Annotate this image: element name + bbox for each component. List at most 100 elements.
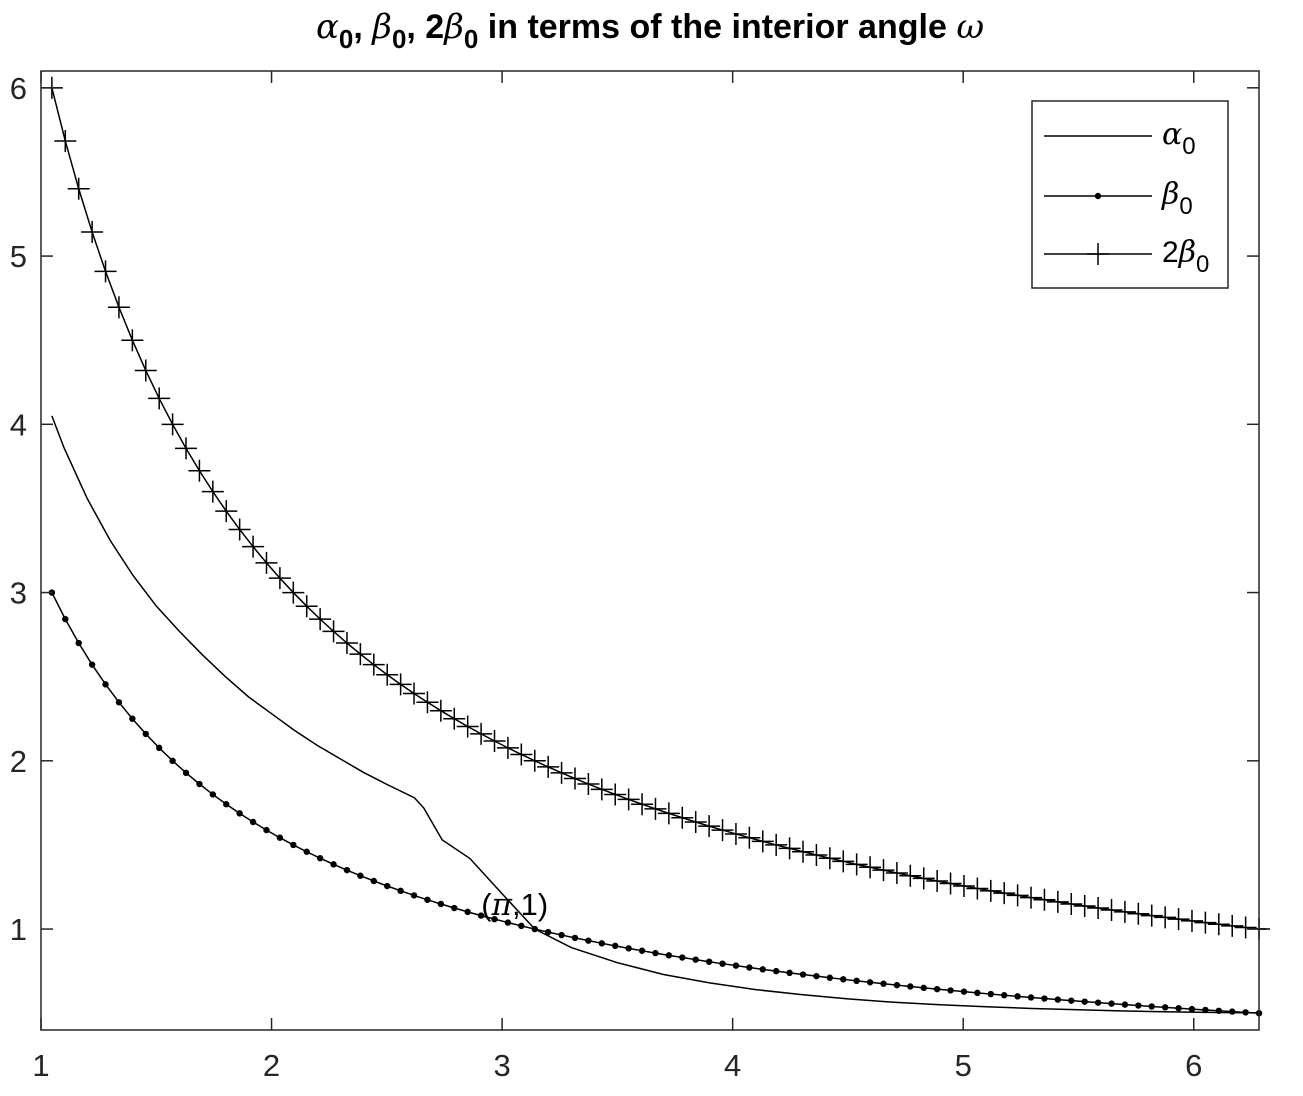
two-beta0-marker: [738, 826, 761, 849]
beta0-marker: [1094, 999, 1102, 1006]
two-beta0-marker: [792, 840, 815, 863]
chart-title: α0​, β0​, 2β0​ in terms of the interior …: [316, 7, 984, 54]
y-tick-label: 3: [10, 576, 27, 611]
two-beta0-marker: [724, 822, 747, 845]
beta0-marker: [920, 984, 927, 992]
two-beta0-marker: [563, 767, 586, 790]
beta0-marker: [330, 861, 337, 868]
beta0-marker: [638, 947, 646, 954]
beta0-marker: [1161, 1004, 1169, 1011]
two-beta0-marker: [483, 730, 506, 753]
two-beta0-marker: [443, 707, 466, 730]
two-beta0-marker: [121, 329, 144, 352]
two-beta0-marker: [403, 682, 426, 705]
beta0-marker: [1135, 1002, 1142, 1009]
two-beta0-marker: [926, 869, 949, 892]
two-beta0-marker: [1234, 916, 1257, 939]
beta0-marker: [290, 841, 297, 849]
beta0-marker: [1027, 994, 1035, 1001]
beta0-marker: [1188, 1005, 1196, 1013]
beta0-marker: [866, 979, 874, 986]
beta0-marker: [115, 699, 123, 706]
y-tick-label: 5: [10, 239, 27, 274]
beta0-marker: [236, 810, 243, 817]
beta0-marker: [813, 972, 820, 980]
beta0-marker: [1108, 1000, 1115, 1007]
legend-dot-marker: [1094, 192, 1102, 200]
two-beta0-marker: [832, 850, 855, 873]
y-tick-label: 4: [10, 407, 27, 442]
legend-label: β0​: [1161, 177, 1193, 220]
two-beta0-marker: [859, 856, 882, 879]
beta0-marker: [826, 974, 834, 981]
beta0-marker: [1121, 1001, 1129, 1008]
beta0-marker: [1202, 1006, 1209, 1014]
beta0-marker: [1148, 1003, 1155, 1010]
beta0-marker: [1068, 997, 1075, 1004]
two-beta0-marker: [1180, 909, 1203, 932]
beta0-marker: [384, 882, 391, 890]
two-beta0-marker: [510, 743, 533, 766]
beta0-marker: [102, 681, 109, 688]
beta0-marker: [585, 937, 592, 944]
two-beta0-marker: [1167, 908, 1190, 931]
y-tick-label: 2: [10, 744, 27, 779]
beta0-marker: [182, 769, 190, 777]
beta0-marker: [719, 960, 726, 967]
beta0-marker: [853, 977, 860, 985]
two-beta0-marker: [1073, 895, 1096, 918]
beta0-marker: [370, 877, 377, 885]
beta0-marker: [155, 744, 163, 752]
beta0-marker: [840, 976, 847, 983]
beta0-marker: [531, 925, 538, 933]
two-beta0-marker: [604, 783, 627, 806]
two-beta0-marker: [201, 480, 224, 503]
beta0-marker: [142, 730, 149, 738]
y-tick-label: 1: [10, 912, 27, 947]
beta0-marker: [598, 940, 606, 947]
beta0-marker: [665, 952, 673, 959]
legend-label: 2β0​: [1162, 235, 1209, 278]
beta0-marker: [987, 990, 994, 998]
beta0-marker: [343, 866, 351, 874]
beta0-marker: [1014, 993, 1021, 1000]
two-beta0-marker: [175, 437, 198, 460]
two-beta0-marker: [1221, 914, 1244, 937]
two-beta0-marker: [1020, 886, 1043, 909]
beta0-marker: [451, 904, 458, 912]
beta0-marker: [1081, 998, 1088, 1005]
two-beta0-marker: [456, 715, 479, 738]
beta0-marker: [612, 942, 619, 950]
two-beta0-marker: [349, 643, 372, 666]
two-beta0-marker: [242, 535, 265, 558]
two-beta0-marker: [657, 802, 680, 825]
axes-box: [40, 70, 1260, 1031]
two-beta0-marker: [1140, 904, 1163, 927]
two-beta0-marker: [671, 806, 694, 829]
x-tick-label: 2: [263, 1048, 280, 1083]
beta0-marker: [571, 934, 579, 942]
x-tick-label: 1: [32, 1048, 49, 1083]
two-beta0-marker: [107, 296, 130, 319]
two-beta0-marker: [778, 837, 801, 860]
beta0-marker: [303, 848, 310, 855]
beta0-marker: [1215, 1007, 1223, 1014]
x-tick-label: 3: [493, 1048, 510, 1083]
two-beta0-marker: [81, 221, 104, 244]
beta0-marker: [759, 966, 766, 973]
two-beta0-marker: [1006, 884, 1029, 907]
beta0-marker: [464, 908, 471, 916]
two-beta0-marker: [268, 567, 291, 590]
beta0-marker: [1229, 1008, 1236, 1015]
beta0-marker: [705, 958, 713, 965]
plot-series: [40, 76, 1271, 1017]
beta0-marker: [504, 919, 512, 926]
beta0-marker: [263, 826, 270, 834]
beta0-marker: [947, 987, 954, 994]
two-beta0-marker: [899, 864, 922, 887]
beta0-marker: [75, 639, 82, 647]
beta0-marker: [960, 988, 968, 995]
beta0-marker: [62, 615, 69, 623]
two-beta0-marker: [188, 459, 211, 482]
